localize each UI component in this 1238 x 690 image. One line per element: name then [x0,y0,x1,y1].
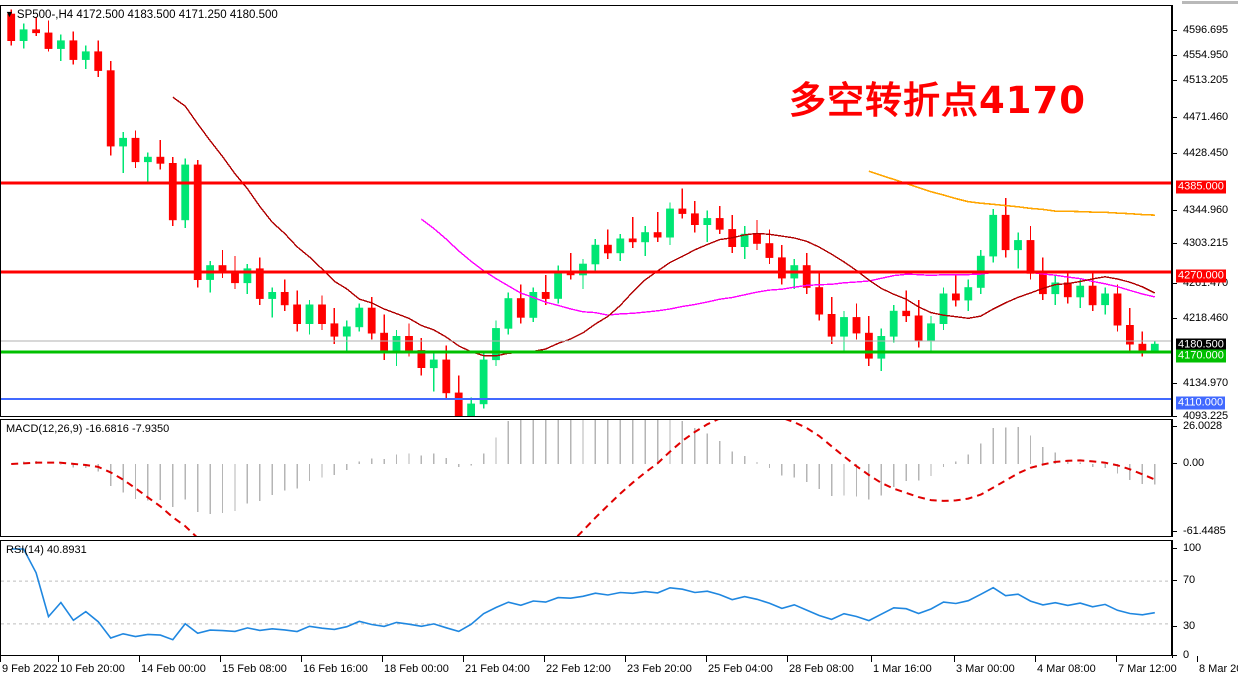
time-tick [220,656,221,662]
price-tick [1173,80,1177,81]
price-tick-label: 4303.215 [1183,237,1229,249]
price-tick-label: 4554.950 [1183,49,1229,61]
macd-tick [1173,426,1177,427]
rsi-tick-label: 0 [1183,649,1190,661]
time-axis[interactable]: 9 Feb 2022 10 Feb 20:00 14 Feb 00:00 15 Feb… [0,655,1238,690]
time-tick-label: 21 Feb 04:00 [465,663,530,675]
time-tick [463,656,464,662]
macd-tick-label: 0.00 [1183,457,1205,469]
triangle-down-icon[interactable]: ▼ [5,9,14,19]
price-tick [1173,243,1177,244]
time-tick [139,656,140,662]
time-tick [58,656,59,662]
time-tick-label: 8 Mar 20:00 [1199,663,1238,675]
price-tick-label: 4471.460 [1183,111,1229,123]
time-tick [382,656,383,662]
price-chart-pane[interactable]: ▼ SP500-,H4 4172.500 4183.500 4171.250 41… [0,5,1172,417]
time-tick-label: 18 Feb 00:00 [384,663,449,675]
time-tick [706,656,707,662]
macd-header: MACD(12,26,9) -16.6816 -7.9350 [6,423,170,435]
macd-axis: 26.0028 0.00 -61.4485 [1172,419,1238,537]
rsi-svg [1,548,1171,641]
rsi-tick [1173,655,1177,656]
time-tick [1035,656,1036,662]
scrollbar-thumb[interactable] [1182,1,1238,4]
rsi-tick-label: 70 [1183,574,1196,586]
time-tick-label: 16 Feb 16:00 [303,663,368,675]
time-tick [544,656,545,662]
time-tick-label: 25 Feb 04:00 [708,663,773,675]
price-tick-label: 4344.960 [1183,204,1229,216]
rsi-tick [1173,626,1177,627]
price-tick-label: 4134.970 [1183,377,1229,389]
price-tick [1173,117,1177,118]
time-tick [954,656,955,662]
price-tick [1173,153,1177,154]
rsi-pane[interactable]: RSI(14) 40.8931 [0,540,1172,658]
price-tick [1173,55,1177,56]
price-tick [1173,283,1177,284]
time-tick-label: 28 Feb 08:00 [789,663,854,675]
price-tick [1173,416,1177,417]
rsi-tick-label: 100 [1183,542,1202,554]
price-tick-label: 4218.460 [1183,312,1229,324]
macd-tick [1173,531,1177,532]
rsi-header: RSI(14) 40.8931 [6,544,87,556]
time-tick [1197,656,1198,662]
rsi-tick [1173,548,1177,549]
time-tick-label: 22 Feb 12:00 [546,663,611,675]
time-tick-label: 15 Feb 08:00 [222,663,287,675]
rsi-tick [1173,580,1177,581]
time-tick-label: 10 Feb 20:00 [60,663,125,675]
macd-pane[interactable]: MACD(12,26,9) -16.6816 -7.9350 [0,419,1172,537]
chart-header-text: SP500-,H4 4172.500 4183.500 4171.250 418… [16,9,278,21]
price-tick [1173,210,1177,211]
macd-tick [1173,463,1177,464]
macd-tick-label: -61.4485 [1183,525,1226,537]
price-level-flag-red[interactable]: 4385.000 [1176,180,1226,194]
time-tick [301,656,302,662]
price-tick-label: 4596.695 [1183,24,1229,36]
time-tick [787,656,788,662]
price-level-flag-green[interactable]: 4170.000 [1176,349,1226,363]
chart-symbol-header[interactable]: ▼ SP500-,H4 4172.500 4183.500 4171.250 41… [5,9,278,21]
price-tick-label: 4428.450 [1183,147,1229,159]
price-axis[interactable]: 4596.695 4554.950 4513.205 4471.460 4428.450… [1172,5,1238,422]
price-level-flag-blue[interactable]: 4110.000 [1176,396,1226,410]
time-tick-label: 23 Feb 20:00 [627,663,692,675]
price-tick [1173,30,1177,31]
price-level-flag-red[interactable]: 4270.000 [1176,269,1226,283]
macd-svg [11,420,1156,536]
time-tick-label: 7 Mar 12:00 [1118,663,1177,675]
time-tick [625,656,626,662]
time-tick [871,656,872,662]
chart-annotation-text: 多空转折点4170 [789,79,1086,122]
rsi-axis: 100 70 30 0 [1172,540,1238,661]
top-scrollbar[interactable] [0,0,1238,5]
time-tick-label: 9 Feb 2022 [2,663,58,675]
time-tick-label: 4 Mar 08:00 [1037,663,1096,675]
macd-tick-label: 26.0028 [1183,420,1223,432]
time-tick-label: 14 Feb 00:00 [141,663,206,675]
rsi-tick-label: 30 [1183,620,1196,632]
price-tick [1173,318,1177,319]
price-level-flag-black[interactable]: 4180.500 [1176,338,1226,352]
price-tick-label: 4513.205 [1183,74,1229,86]
price-candlestick-svg [1,9,1171,416]
time-tick [0,656,1,662]
time-tick [1116,656,1117,662]
price-tick [1173,383,1177,384]
time-tick-label: 3 Mar 00:00 [956,663,1015,675]
time-tick-label: 1 Mar 16:00 [873,663,932,675]
